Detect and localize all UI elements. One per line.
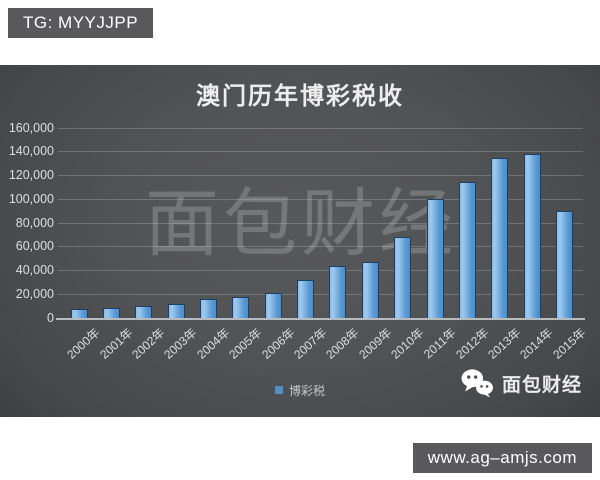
wechat-label: 面包财经 — [501, 374, 582, 396]
wechat-branding: 面包财经 — [460, 368, 582, 398]
y-axis-tick-label: 20,000 — [15, 286, 54, 301]
bar-2014年 — [523, 154, 541, 318]
y-axis-tick-label: 160,000 — [8, 120, 54, 135]
x-axis-tick-label: 2015年 — [550, 324, 589, 362]
bar-2010年 — [394, 236, 412, 318]
bar-2004年 — [199, 299, 217, 318]
x-axis-tick-label: 2005年 — [226, 324, 265, 362]
bar-2007年 — [297, 279, 315, 318]
y-axis-tick-label: 40,000 — [15, 263, 54, 277]
gaming-tax-chart-image: 澳门历年博彩税收 面包财经 博彩税 面包财经 0 20,000 40,000 60,0… — [0, 65, 600, 417]
y-axis-tick-label: 120,000 — [8, 168, 54, 182]
x-axis-tick-label: 2011年 — [421, 324, 459, 361]
x-axis-tick-label: 2002年 — [129, 324, 168, 362]
y-axis-tick-label: 100,000 — [8, 191, 54, 206]
legend-square-icon — [274, 386, 283, 394]
bar-2011年 — [426, 198, 444, 318]
legend: 博彩税 — [0, 382, 600, 398]
x-axis-tick-label: 2004年 — [194, 324, 233, 362]
y-axis-tick-label: 140,000 — [8, 144, 54, 159]
gridline — [58, 270, 583, 271]
x-axis-tick-label: 2012年 — [453, 324, 492, 362]
tg-badge: TG: MYYJJPP — [8, 8, 154, 38]
bar-2008年 — [329, 265, 347, 318]
legend-label: 博彩税 — [288, 383, 325, 398]
gridline — [58, 151, 583, 153]
x-axis-tick-label: 2001年 — [96, 324, 136, 362]
chart-title: 澳门历年博彩税收 — [196, 83, 404, 110]
url-badge: www.ag–amjs.com — [412, 443, 592, 473]
bar-2000年 — [70, 309, 88, 318]
bar-2001年 — [102, 308, 120, 318]
x-axis-line — [56, 317, 585, 320]
x-axis-tick-label: 2014年 — [517, 324, 556, 362]
bar-2002年 — [135, 306, 153, 318]
x-axis-tick-label: 2000年 — [64, 324, 103, 362]
y-axis-tick-label: 80,000 — [15, 215, 54, 230]
x-axis-tick-label: 2007年 — [291, 324, 330, 362]
gridline — [58, 246, 583, 248]
bar-2006年 — [264, 292, 282, 318]
x-axis-tick-label: 2003年 — [161, 324, 200, 362]
bar-2015年 — [556, 211, 574, 318]
gridline — [58, 175, 583, 176]
x-axis-tick-label: 2006年 — [258, 324, 297, 362]
y-axis-tick-label: 0 — [47, 310, 54, 325]
bar-2012年 — [458, 182, 476, 318]
bar-2005年 — [232, 296, 250, 318]
bar-2003年 — [167, 303, 185, 318]
gridline — [58, 222, 583, 224]
gridline — [58, 127, 583, 129]
bar-2013年 — [491, 157, 509, 318]
gridline — [58, 198, 583, 200]
bar-2009年 — [361, 262, 379, 318]
x-axis-tick-label: 2009年 — [355, 324, 395, 362]
wechat-icon — [461, 369, 493, 398]
x-axis-tick-label: 2008年 — [323, 324, 362, 362]
y-axis-tick-label: 60,000 — [15, 239, 54, 254]
x-axis-tick-label: 2013年 — [485, 324, 524, 362]
gridline — [58, 293, 583, 295]
x-axis-tick-label: 2010年 — [388, 324, 427, 362]
